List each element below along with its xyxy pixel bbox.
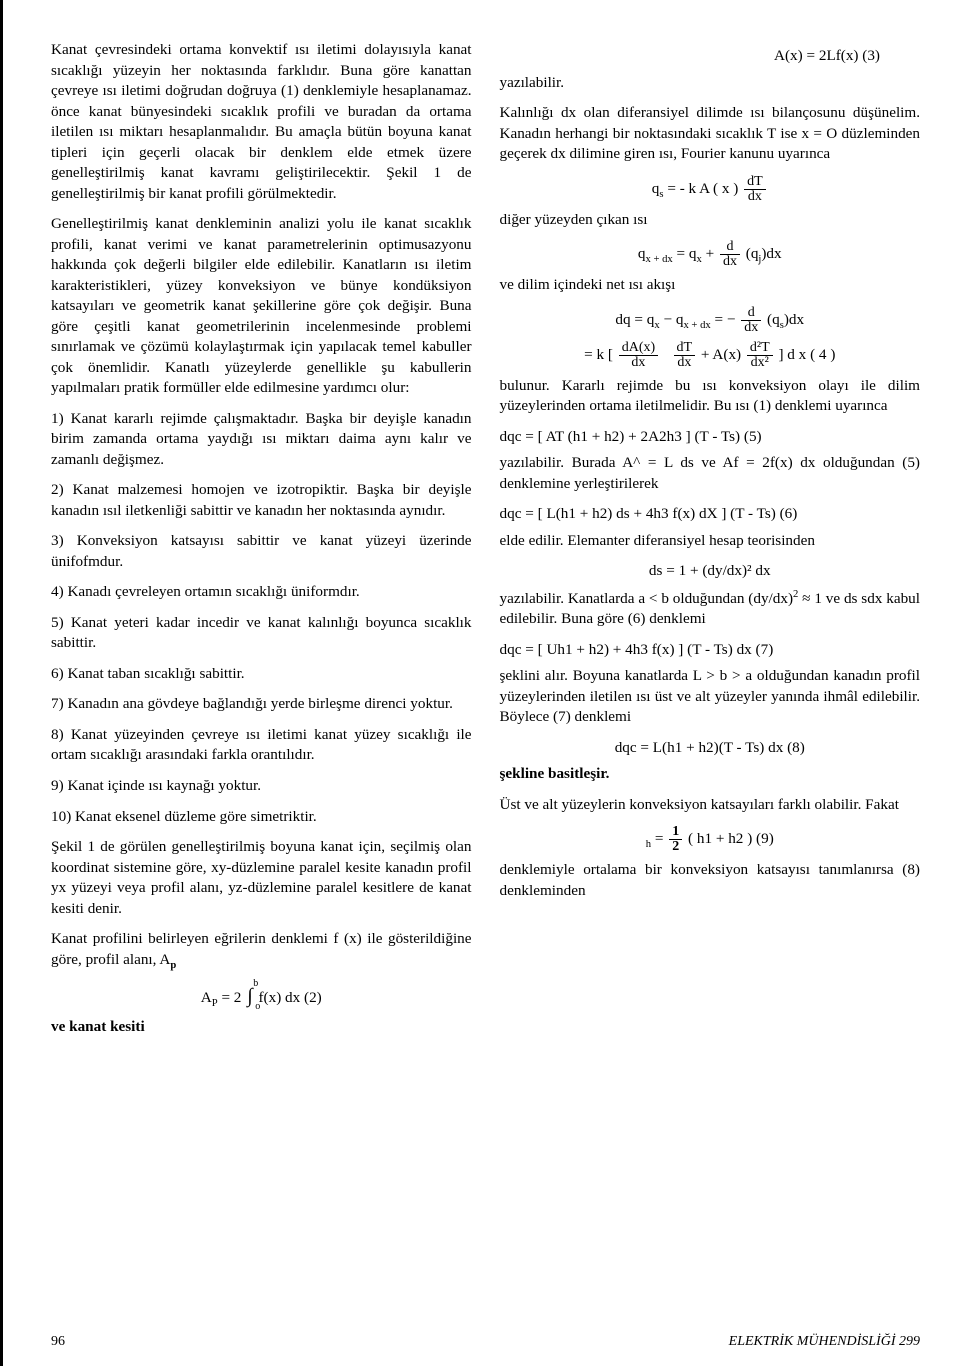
dq-mid1: − q (663, 311, 683, 328)
assumption-5: 5) Kanat yeteri kadar incedir ve kanat k… (51, 613, 472, 654)
eq-qs-num: dT (744, 175, 766, 190)
eq4-f3: d²T dx² (747, 341, 773, 370)
ap-subscript: p (170, 960, 176, 971)
qxdx-num: d (720, 240, 740, 255)
qxdx-plus: + (706, 245, 718, 262)
dq-den: dx (741, 321, 761, 335)
right-para-11: Üst ve alt yüzeylerin konveksiyon katsay… (500, 795, 921, 816)
qxdx-lsub: x + dx (645, 254, 672, 265)
eq-qs-sub: s (659, 189, 663, 200)
eq2-mid: = 2 (221, 989, 241, 1006)
eq-qs-den: dx (744, 190, 766, 204)
right-para-12: denklemiyle ortalama bir konveksiyon kat… (500, 860, 921, 901)
dq-mid2: = − (715, 311, 740, 328)
assumption-4: 4) Kanadı çevreleyen ortamın sıcaklığı ü… (51, 582, 472, 603)
dq-frac: d dx (741, 306, 761, 335)
equation-7: dqc = [ Uh1 + h2) + 4h3 f(x) ] (T - Ts) … (500, 640, 921, 661)
eq9-frac: 1 2 (669, 825, 682, 854)
equation-4: = k [ dA(x) dx dT dx + A(x) d²T dx² ] d … (500, 341, 921, 370)
qxdx-msub: x (696, 254, 701, 265)
eq9-mid: = (655, 830, 667, 847)
int-bot: o (255, 1000, 260, 1014)
eq9-den: 2 (669, 840, 682, 854)
dq-num: d (741, 306, 761, 321)
page-number: 96 (51, 1334, 65, 1350)
right-para-4: ve dilim içindeki net ısı akışı (500, 275, 921, 296)
p8a: yazılabilir. Kanatlarda a < b olduğundan… (500, 590, 794, 607)
eq9-num: 1 (669, 825, 682, 840)
eq4-n3: d²T (747, 341, 773, 356)
eq4-d2: dx (674, 356, 696, 370)
page-footer: 96 ELEKTRİK MÜHENDİSLİĞİ 299 (51, 1334, 920, 1350)
equation-9: h = 1 2 ( h1 + h2 ) (9) (500, 825, 921, 854)
eq2-tail: f(x) dx (2) (258, 989, 321, 1006)
right-column: A(x) = 2Lf(x) (3) yazılabilir. Kalınlığı… (500, 40, 921, 1048)
assumption-9: 9) Kanat içinde ısı kaynağı yoktur. (51, 776, 472, 797)
equation-5: dqc = [ AT (h1 + h2) + 2A2h3 ] (T - Ts) … (500, 427, 921, 448)
page: Kanat çevresindeki ortama konvektif ısı … (0, 0, 960, 1366)
dq-tail: (q (767, 311, 780, 328)
assumption-1: 1) Kanat kararlı rejimde çalışmaktadır. … (51, 409, 472, 471)
eq4-n2: dT (674, 341, 696, 356)
eq9-tail: ( h1 + h2 ) (9) (688, 830, 774, 847)
equation-qxdx: qx + dx = qx + d dx (qj)dx (500, 240, 921, 269)
left-para-3: Şekil 1 de görülen genelleştirilmiş boyu… (51, 837, 472, 919)
left-para-4-text: Kanat profilini belirleyen eğrilerin den… (51, 930, 472, 968)
right-para-10: şekline basitleşir. (500, 764, 921, 785)
equation-6: dqc = [ L(h1 + h2) ds + 4h3 f(x) dX ] (T… (500, 504, 921, 525)
eq4-f2: dT dx (674, 341, 696, 370)
assumption-8: 8) Kanat yüzeyinden çevreye ısı iletimi … (51, 725, 472, 766)
left-para-5: ve kanat kesiti (51, 1017, 472, 1038)
int-top: b (253, 977, 258, 991)
eq9-sub: h (646, 839, 651, 850)
right-para-8: yazılabilir. Kanatlarda a < b olduğundan… (500, 588, 921, 630)
qxdx-mid: = q (677, 245, 697, 262)
right-para-5: bulunur. Kararlı rejimde bu ısı konveksi… (500, 376, 921, 417)
journal-title: ELEKTRİK MÜHENDİSLİĞİ 299 (729, 1334, 920, 1350)
qxdx-end: )dx (761, 245, 781, 262)
dq-l: dq = q (615, 311, 654, 328)
eq-qs-frac: dT dx (744, 175, 766, 204)
integral-icon: ∫bo (247, 983, 252, 1010)
eq4-tail: ] d x ( 4 ) (778, 346, 835, 363)
assumption-6: 6) Kanat taban sıcaklığı sabittir. (51, 664, 472, 685)
left-para-1: Kanat çevresindeki ortama konvektif ısı … (51, 40, 472, 204)
left-para-4: Kanat profilini belirleyen eğrilerin den… (51, 929, 472, 973)
qxdx-frac: d dx (720, 240, 740, 269)
dq-lsub: x (654, 320, 659, 331)
two-column-layout: Kanat çevresindeki ortama konvektif ısı … (51, 40, 920, 1048)
equation-qs: qs = - k A ( x ) dT dx (500, 175, 921, 204)
left-column: Kanat çevresindeki ortama konvektif ısı … (51, 40, 472, 1048)
qxdx-den: dx (720, 255, 740, 269)
assumption-2: 2) Kanat malzemesi homojen ve izotropikt… (51, 480, 472, 521)
right-para-3: diğer yüzeyden çıkan ısı (500, 210, 921, 231)
right-para-7: elde edilir. Elemanter diferansiyel hesa… (500, 531, 921, 552)
eq4-d1: dx (619, 356, 658, 370)
right-para-1: yazılabilir. (500, 73, 921, 94)
eq-qs-mid: = - k A ( x ) (667, 180, 738, 197)
left-para-2: Genelleştirilmiş kanat denkleminin anali… (51, 214, 472, 399)
eq4-d3: dx² (747, 356, 773, 370)
equation-dq: dq = qx − qx + dx = − d dx (qs)dx (500, 306, 921, 335)
equation-ds: ds = 1 + (dy/dx)² dx (500, 561, 921, 582)
equation-8: dqc = L(h1 + h2)(T - Ts) dx (8) (500, 738, 921, 759)
assumption-3: 3) Konveksiyon katsayısı sabittir ve kan… (51, 531, 472, 572)
right-para-9: şeklini alır. Boyuna kanatlarda L > b > … (500, 666, 921, 728)
right-para-2: Kalınlığı dx olan diferansiyel dilimde ı… (500, 103, 921, 165)
eq4-f1: dA(x) dx (619, 341, 658, 370)
assumption-7: 7) Kanadın ana gövdeye bağlandığı yerde … (51, 694, 472, 715)
eq2-sub: P (212, 998, 218, 1009)
dq-msub: x + dx (683, 320, 710, 331)
equation-2: AP = 2 ∫bo f(x) dx (2) (51, 983, 472, 1011)
equation-3: A(x) = 2Lf(x) (3) (500, 46, 921, 67)
qxdx-tail: (q (746, 245, 759, 262)
assumption-10: 10) Kanat eksenel düzleme göre simetrikt… (51, 807, 472, 828)
eq4-mid: + A(x) (701, 346, 745, 363)
eq2-lead: A (201, 989, 212, 1006)
dq-end: )dx (784, 311, 804, 328)
eq4-l: = k [ (584, 346, 617, 363)
right-para-6: yazılabilir. Burada A^ = L ds ve Af = 2f… (500, 453, 921, 494)
eq4-n1: dA(x) (619, 341, 658, 356)
